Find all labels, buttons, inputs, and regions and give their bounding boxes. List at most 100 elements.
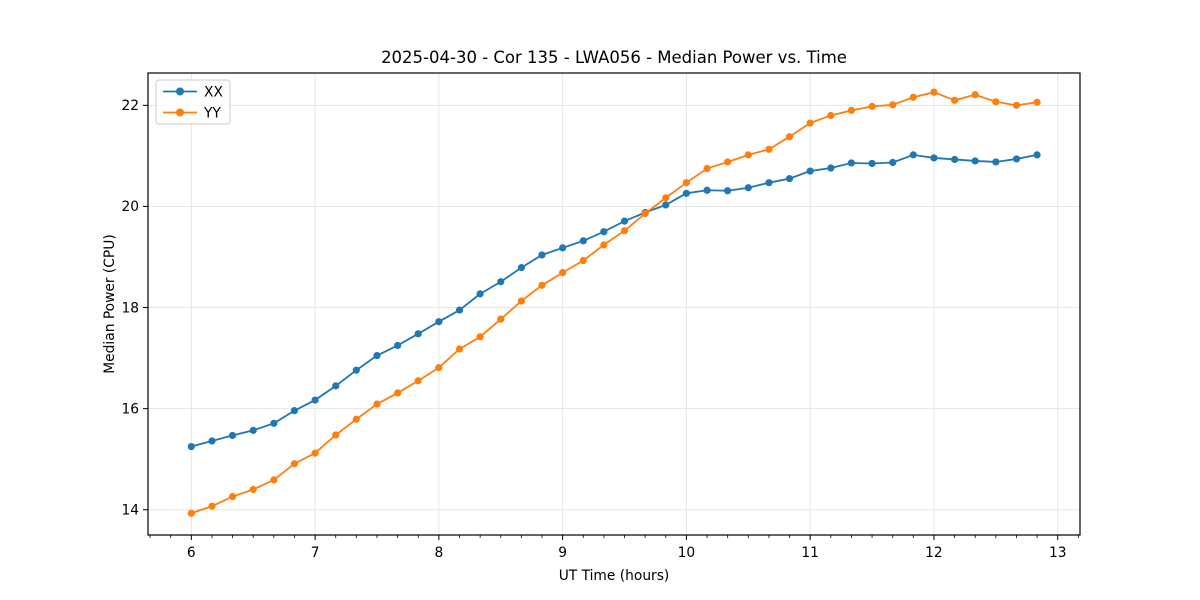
data-point — [765, 145, 773, 153]
data-point — [517, 264, 526, 272]
series-line-XX — [191, 153, 1038, 448]
data-point — [228, 431, 237, 440]
data-point — [497, 315, 505, 323]
data-point — [951, 96, 959, 104]
y-axis-label: Median Power (CPU) — [102, 234, 118, 374]
data-point — [352, 366, 360, 374]
series-line-YY — [191, 91, 1038, 515]
data-point — [270, 476, 278, 484]
data-point — [847, 159, 855, 167]
data-point — [394, 341, 402, 350]
data-point — [971, 91, 979, 99]
data-point — [909, 151, 917, 159]
data-point — [909, 93, 917, 101]
data-point — [951, 155, 959, 164]
data-point — [847, 106, 855, 114]
x-tick-label: 9 — [558, 545, 567, 561]
data-point — [187, 509, 195, 517]
data-point — [559, 269, 567, 277]
data-point — [435, 318, 443, 326]
series-XX — [187, 151, 1041, 451]
data-point — [579, 256, 587, 265]
data-point — [827, 111, 835, 120]
data-point — [620, 227, 629, 235]
data-point — [724, 187, 732, 195]
data-point — [373, 400, 381, 408]
data-series — [187, 88, 1041, 517]
data-point — [311, 449, 319, 457]
plot-border — [147, 72, 1081, 536]
data-point — [992, 158, 1000, 166]
legend-label: XX — [204, 84, 223, 100]
x-tick-label: 13 — [1049, 545, 1067, 561]
data-point — [373, 351, 381, 360]
data-point — [1012, 101, 1021, 109]
data-point — [476, 290, 484, 298]
data-point — [332, 382, 340, 390]
data-point — [208, 502, 216, 510]
legend-marker — [176, 108, 184, 117]
data-point — [249, 426, 257, 434]
y-tick-label: 16 — [121, 401, 139, 417]
data-point — [765, 179, 773, 187]
y-tick-label: 18 — [121, 300, 139, 316]
data-point — [641, 209, 649, 218]
data-point — [682, 189, 691, 197]
data-point — [662, 201, 670, 209]
data-point — [559, 244, 567, 252]
data-point — [744, 151, 752, 159]
data-point — [662, 194, 670, 202]
data-point — [311, 396, 319, 404]
data-point — [930, 88, 938, 96]
data-point — [290, 407, 299, 415]
data-point — [620, 217, 629, 225]
data-point — [1033, 98, 1041, 106]
data-point — [889, 101, 897, 109]
data-point — [868, 159, 876, 168]
data-point — [785, 133, 794, 141]
data-point — [249, 485, 257, 494]
x-tick-label: 12 — [925, 545, 943, 561]
data-point — [476, 333, 484, 341]
data-point — [394, 389, 402, 397]
data-point — [703, 186, 711, 194]
data-point — [1033, 151, 1041, 159]
data-point — [785, 175, 794, 183]
legend: XX YY — [155, 79, 231, 125]
data-point — [806, 167, 814, 175]
chart-title: 2025-04-30 - Cor 135 - LWA056 - Median P… — [381, 48, 847, 67]
data-point — [827, 164, 835, 172]
series-YY — [187, 88, 1041, 517]
data-point — [579, 237, 587, 245]
data-point — [724, 158, 732, 166]
data-point — [600, 241, 608, 249]
data-point — [435, 364, 443, 372]
gridlines — [148, 73, 1080, 535]
legend-label: YY — [203, 105, 221, 121]
x-tick-label: 11 — [801, 545, 819, 561]
x-axis-label: UT Time (hours) — [559, 568, 670, 584]
data-point — [290, 460, 299, 468]
x-tick-label: 6 — [187, 545, 196, 561]
data-point — [517, 297, 526, 305]
y-tick-label: 22 — [121, 98, 139, 114]
data-point — [992, 98, 1000, 106]
data-point — [1012, 155, 1021, 163]
data-point — [538, 251, 546, 259]
data-point — [744, 184, 752, 192]
data-point — [455, 306, 464, 314]
legend-marker — [176, 87, 184, 96]
data-point — [703, 164, 711, 173]
data-point — [971, 157, 979, 165]
data-point — [930, 154, 938, 162]
x-tick-label: 10 — [678, 545, 696, 561]
data-point — [868, 102, 876, 110]
data-point — [414, 330, 422, 338]
y-tick-label: 20 — [121, 199, 139, 215]
x-tick-label: 7 — [311, 545, 320, 561]
data-point — [497, 278, 505, 286]
axes: 6 7 8 9 10 11 12 13 14 16 18 20 22 — [121, 72, 1081, 561]
data-point — [538, 281, 546, 289]
